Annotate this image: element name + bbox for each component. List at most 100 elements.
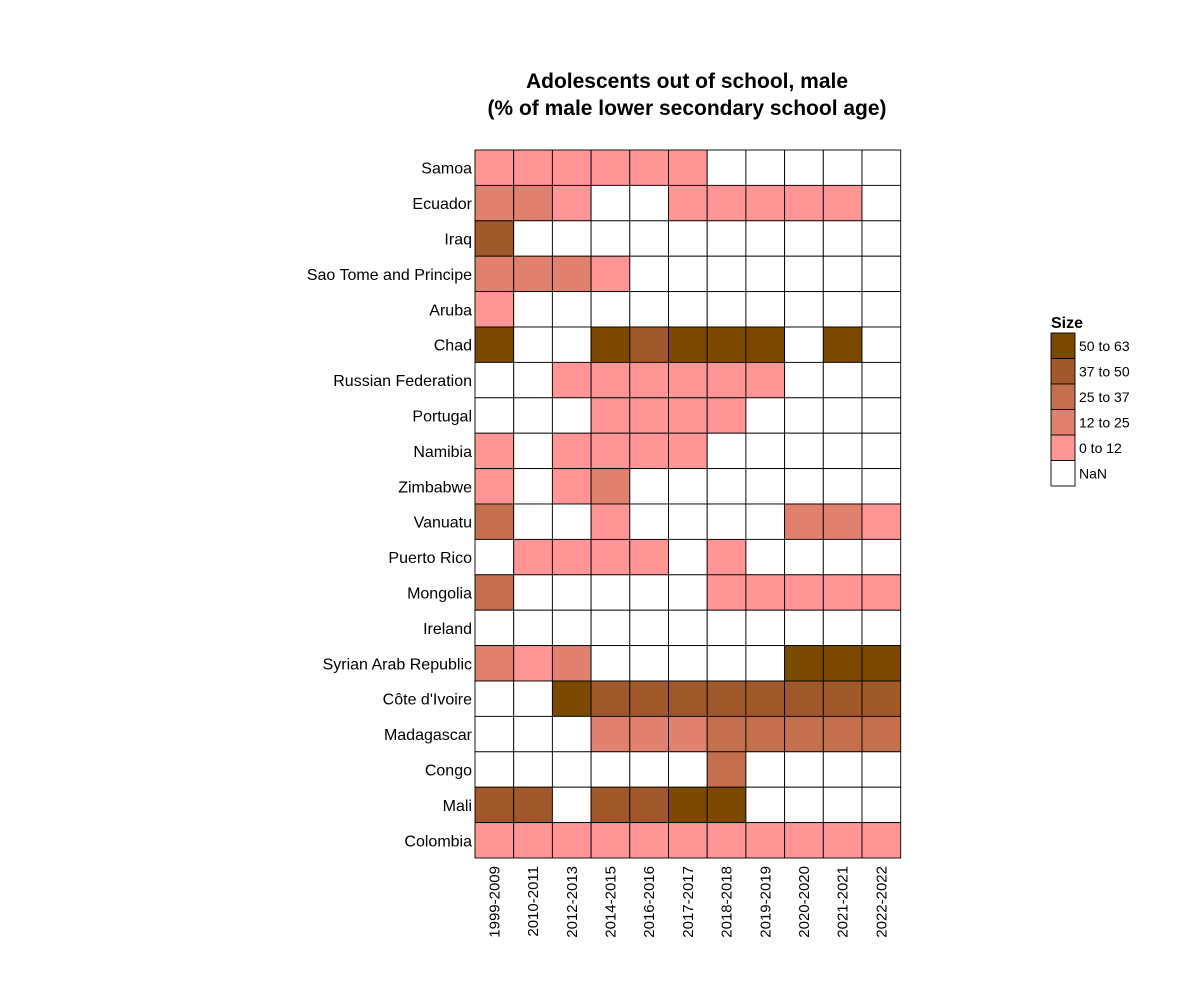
heatmap-cell: Zimbabwe · 2017-2017: NaN [668, 468, 708, 505]
row-label: Colombia [404, 833, 472, 850]
heatmap-cell: Syrian Arab Republic · 2016-2016: NaN [629, 645, 669, 682]
heatmap-cell: Ireland · 2017-2017: NaN [668, 609, 708, 647]
heatmap-cell: Ecuador · 2022-2022: NaN [861, 184, 902, 222]
heatmap-cell: Namibia · 2018-2018: NaN [706, 432, 747, 470]
heatmap-cell: Aruba · 2012-2013: NaN [551, 291, 592, 328]
heatmap-cell: Ecuador · 2014-2015: NaN [590, 184, 631, 222]
heatmap-cell: Zimbabwe · 2018-2018: NaN [706, 468, 747, 505]
heatmap-cell: Colombia · 2020-2020: 0 to 12 [784, 822, 824, 859]
heatmap-cell: Zimbabwe · 1999-2009: 0 to 12 [474, 468, 515, 505]
heatmap-cell: Vanuatu · 2020-2020: 12 to 25 [784, 503, 824, 540]
heatmap-cell: Aruba · 2018-2018: NaN [706, 291, 747, 328]
heatmap-cell: Vanuatu · 2022-2022: 0 to 12 [861, 503, 902, 540]
heatmap-cell: Congo · 2012-2013: NaN [551, 751, 592, 788]
heatmap-cell: Portugal · 2022-2022: NaN [861, 397, 902, 434]
heatmap-cell: Chad · 2014-2015: 50 to 63 [590, 326, 631, 363]
heatmap-cell: Chad · 2016-2016: 37 to 50 [629, 326, 669, 363]
heatmap-cell: Namibia · 2016-2016: 0 to 12 [629, 432, 669, 470]
heatmap-cell: Mongolia · 2019-2019: 0 to 12 [745, 574, 786, 611]
heatmap-cell: Syrian Arab Republic · 2017-2017: NaN [668, 645, 708, 682]
column-label: 2014-2015 [602, 866, 619, 938]
heatmap-cell: Sao Tome and Principe · 1999-2009: 12 to… [474, 255, 515, 293]
heatmap-cell: Mongolia · 2021-2021: 0 to 12 [822, 574, 863, 611]
heatmap-cell: Colombia · 2017-2017: 0 to 12 [668, 822, 708, 859]
heatmap-cell: Chad · 2021-2021: 50 to 63 [822, 326, 863, 363]
heatmap-cell: Madagascar · 2021-2021: 25 to 37 [822, 715, 863, 753]
column-label: 1999-2009 [486, 866, 503, 938]
heatmap-cell: Puerto Rico · 2012-2013: 0 to 12 [551, 538, 592, 576]
heatmap-cell: Zimbabwe · 2014-2015: 12 to 25 [590, 468, 631, 505]
legend-items: 50 to 63 37 to 50 25 to 37 12 to 25 0 to 12 N… [1050, 332, 1130, 487]
heatmap-cell: Mali · 1999-2009: 37 to 50 [474, 786, 515, 824]
heatmap-cell: Madagascar · 2016-2016: 12 to 25 [629, 715, 669, 753]
heatmap-cell: Congo · 1999-2009: NaN [474, 751, 515, 788]
heatmap-cell: Aruba · 1999-2009: 0 to 12 [474, 291, 515, 328]
heatmap-cell: Aruba · 2016-2016: NaN [629, 291, 669, 328]
heatmap-cell: Congo · 2014-2015: NaN [590, 751, 631, 788]
heatmap-cell: Zimbabwe · 2019-2019: NaN [745, 468, 786, 505]
legend: Size 50 to 63 37 to 50 25 to 37 12 to 25 0 t… [1050, 315, 1130, 487]
heatmap-cell: Vanuatu · 2019-2019: NaN [745, 503, 786, 540]
heatmap-cell: Syrian Arab Republic · 2010-2011: 0 to 1… [513, 645, 553, 682]
heatmap-cell: Syrian Arab Republic · 2022-2022: 50 to … [861, 645, 902, 682]
chart-title-line: Adolescents out of school, male [526, 70, 848, 93]
heatmap-cell: Chad · 2012-2013: NaN [551, 326, 592, 363]
heatmap-cell: Portugal · 2017-2017: 0 to 12 [668, 397, 708, 434]
heatmap-cell: Syrian Arab Republic · 2014-2015: NaN [590, 645, 631, 682]
heatmap-cell: Aruba · 2021-2021: NaN [822, 291, 863, 328]
heatmap-cell: Colombia · 2014-2015: 0 to 12 [590, 822, 631, 859]
row-label: Mali [443, 798, 472, 815]
heatmap-cell: Colombia · 2016-2016: 0 to 12 [629, 822, 669, 859]
heatmap-cell: Zimbabwe · 2020-2020: NaN [784, 468, 824, 505]
heatmap-cell: Sao Tome and Principe · 2016-2016: NaN [629, 255, 669, 293]
column-label: 2018-2018 [719, 866, 736, 938]
heatmap-cell: Ireland · 1999-2009: NaN [474, 609, 515, 647]
heatmap-cell: Sao Tome and Principe · 2017-2017: NaN [668, 255, 708, 293]
heatmap-cell: Portugal · 2012-2013: NaN [551, 397, 592, 434]
heatmap-cell: Puerto Rico · 2017-2017: NaN [668, 538, 708, 576]
column-label: 2022-2022 [873, 866, 890, 938]
heatmap-cell: Samoa · 2021-2021: NaN [822, 149, 863, 186]
heatmap-cell: Vanuatu · 2016-2016: NaN [629, 503, 669, 540]
legend-swatch [1050, 358, 1076, 385]
heatmap-cell: Portugal · 2020-2020: NaN [784, 397, 824, 434]
heatmap-cell: Congo · 2019-2019: NaN [745, 751, 786, 788]
heatmap-cell: Côte d'Ivoire · 2019-2019: 37 to 50 [745, 680, 786, 717]
row-label: Côte d'Ivoire [383, 692, 472, 709]
heatmap-cell: Puerto Rico · 2022-2022: NaN [861, 538, 902, 576]
heatmap-cell: Russian Federation · 2017-2017: 0 to 12 [668, 361, 708, 399]
heatmap-cell: Mongolia · 2017-2017: NaN [668, 574, 708, 611]
heatmap-cell: Puerto Rico · 2016-2016: 0 to 12 [629, 538, 669, 576]
heatmap-cell: Russian Federation · 2019-2019: 0 to 12 [745, 361, 786, 399]
heatmap-cell: Vanuatu · 2014-2015: 0 to 12 [590, 503, 631, 540]
heatmap-cell: Colombia · 2010-2011: 0 to 12 [513, 822, 553, 859]
heatmap-cell: Colombia · 2022-2022: 0 to 12 [861, 822, 902, 859]
heatmap-cell: Mali · 2010-2011: 37 to 50 [513, 786, 553, 824]
heatmap-cell: Samoa · 2016-2016: 0 to 12 [629, 149, 669, 186]
heatmap-cell: Puerto Rico · 2018-2018: 0 to 12 [706, 538, 747, 576]
heatmap-cell: Russian Federation · 2021-2021: NaN [822, 361, 863, 399]
row-label: Puerto Rico [388, 550, 472, 567]
legend-label: 25 to 37 [1079, 389, 1130, 405]
heatmap-cell: Côte d'Ivoire · 2021-2021: 37 to 50 [822, 680, 863, 717]
heatmap-cell: Zimbabwe · 2012-2013: 0 to 12 [551, 468, 592, 505]
heatmap-cell: Ecuador · 2012-2013: 0 to 12 [551, 184, 592, 222]
heatmap-cell: Namibia · 2017-2017: 0 to 12 [668, 432, 708, 470]
heatmap-cell: Syrian Arab Republic · 2021-2021: 50 to … [822, 645, 863, 682]
heatmap-cell: Congo · 2016-2016: NaN [629, 751, 669, 788]
row-label: Vanuatu [414, 515, 472, 532]
heatmap-cell: Mongolia · 2014-2015: NaN [590, 574, 631, 611]
heatmap-cell: Sao Tome and Principe · 2022-2022: NaN [861, 255, 902, 293]
column-label: 2021-2021 [835, 866, 852, 938]
heatmap-cell: Mongolia · 1999-2009: 25 to 37 [474, 574, 515, 611]
heatmap-cell: Namibia · 1999-2009: 0 to 12 [474, 432, 515, 470]
heatmap-cell: Russian Federation · 2020-2020: NaN [784, 361, 824, 399]
column-label: 2019-2019 [757, 866, 774, 938]
heatmap-cell: Zimbabwe · 2016-2016: NaN [629, 468, 669, 505]
legend-swatch [1050, 332, 1076, 359]
heatmap-cell: Syrian Arab Republic · 2018-2018: NaN [706, 645, 747, 682]
heatmap-cell: Côte d'Ivoire · 2016-2016: 37 to 50 [629, 680, 669, 717]
row-label: Samoa [421, 161, 472, 178]
